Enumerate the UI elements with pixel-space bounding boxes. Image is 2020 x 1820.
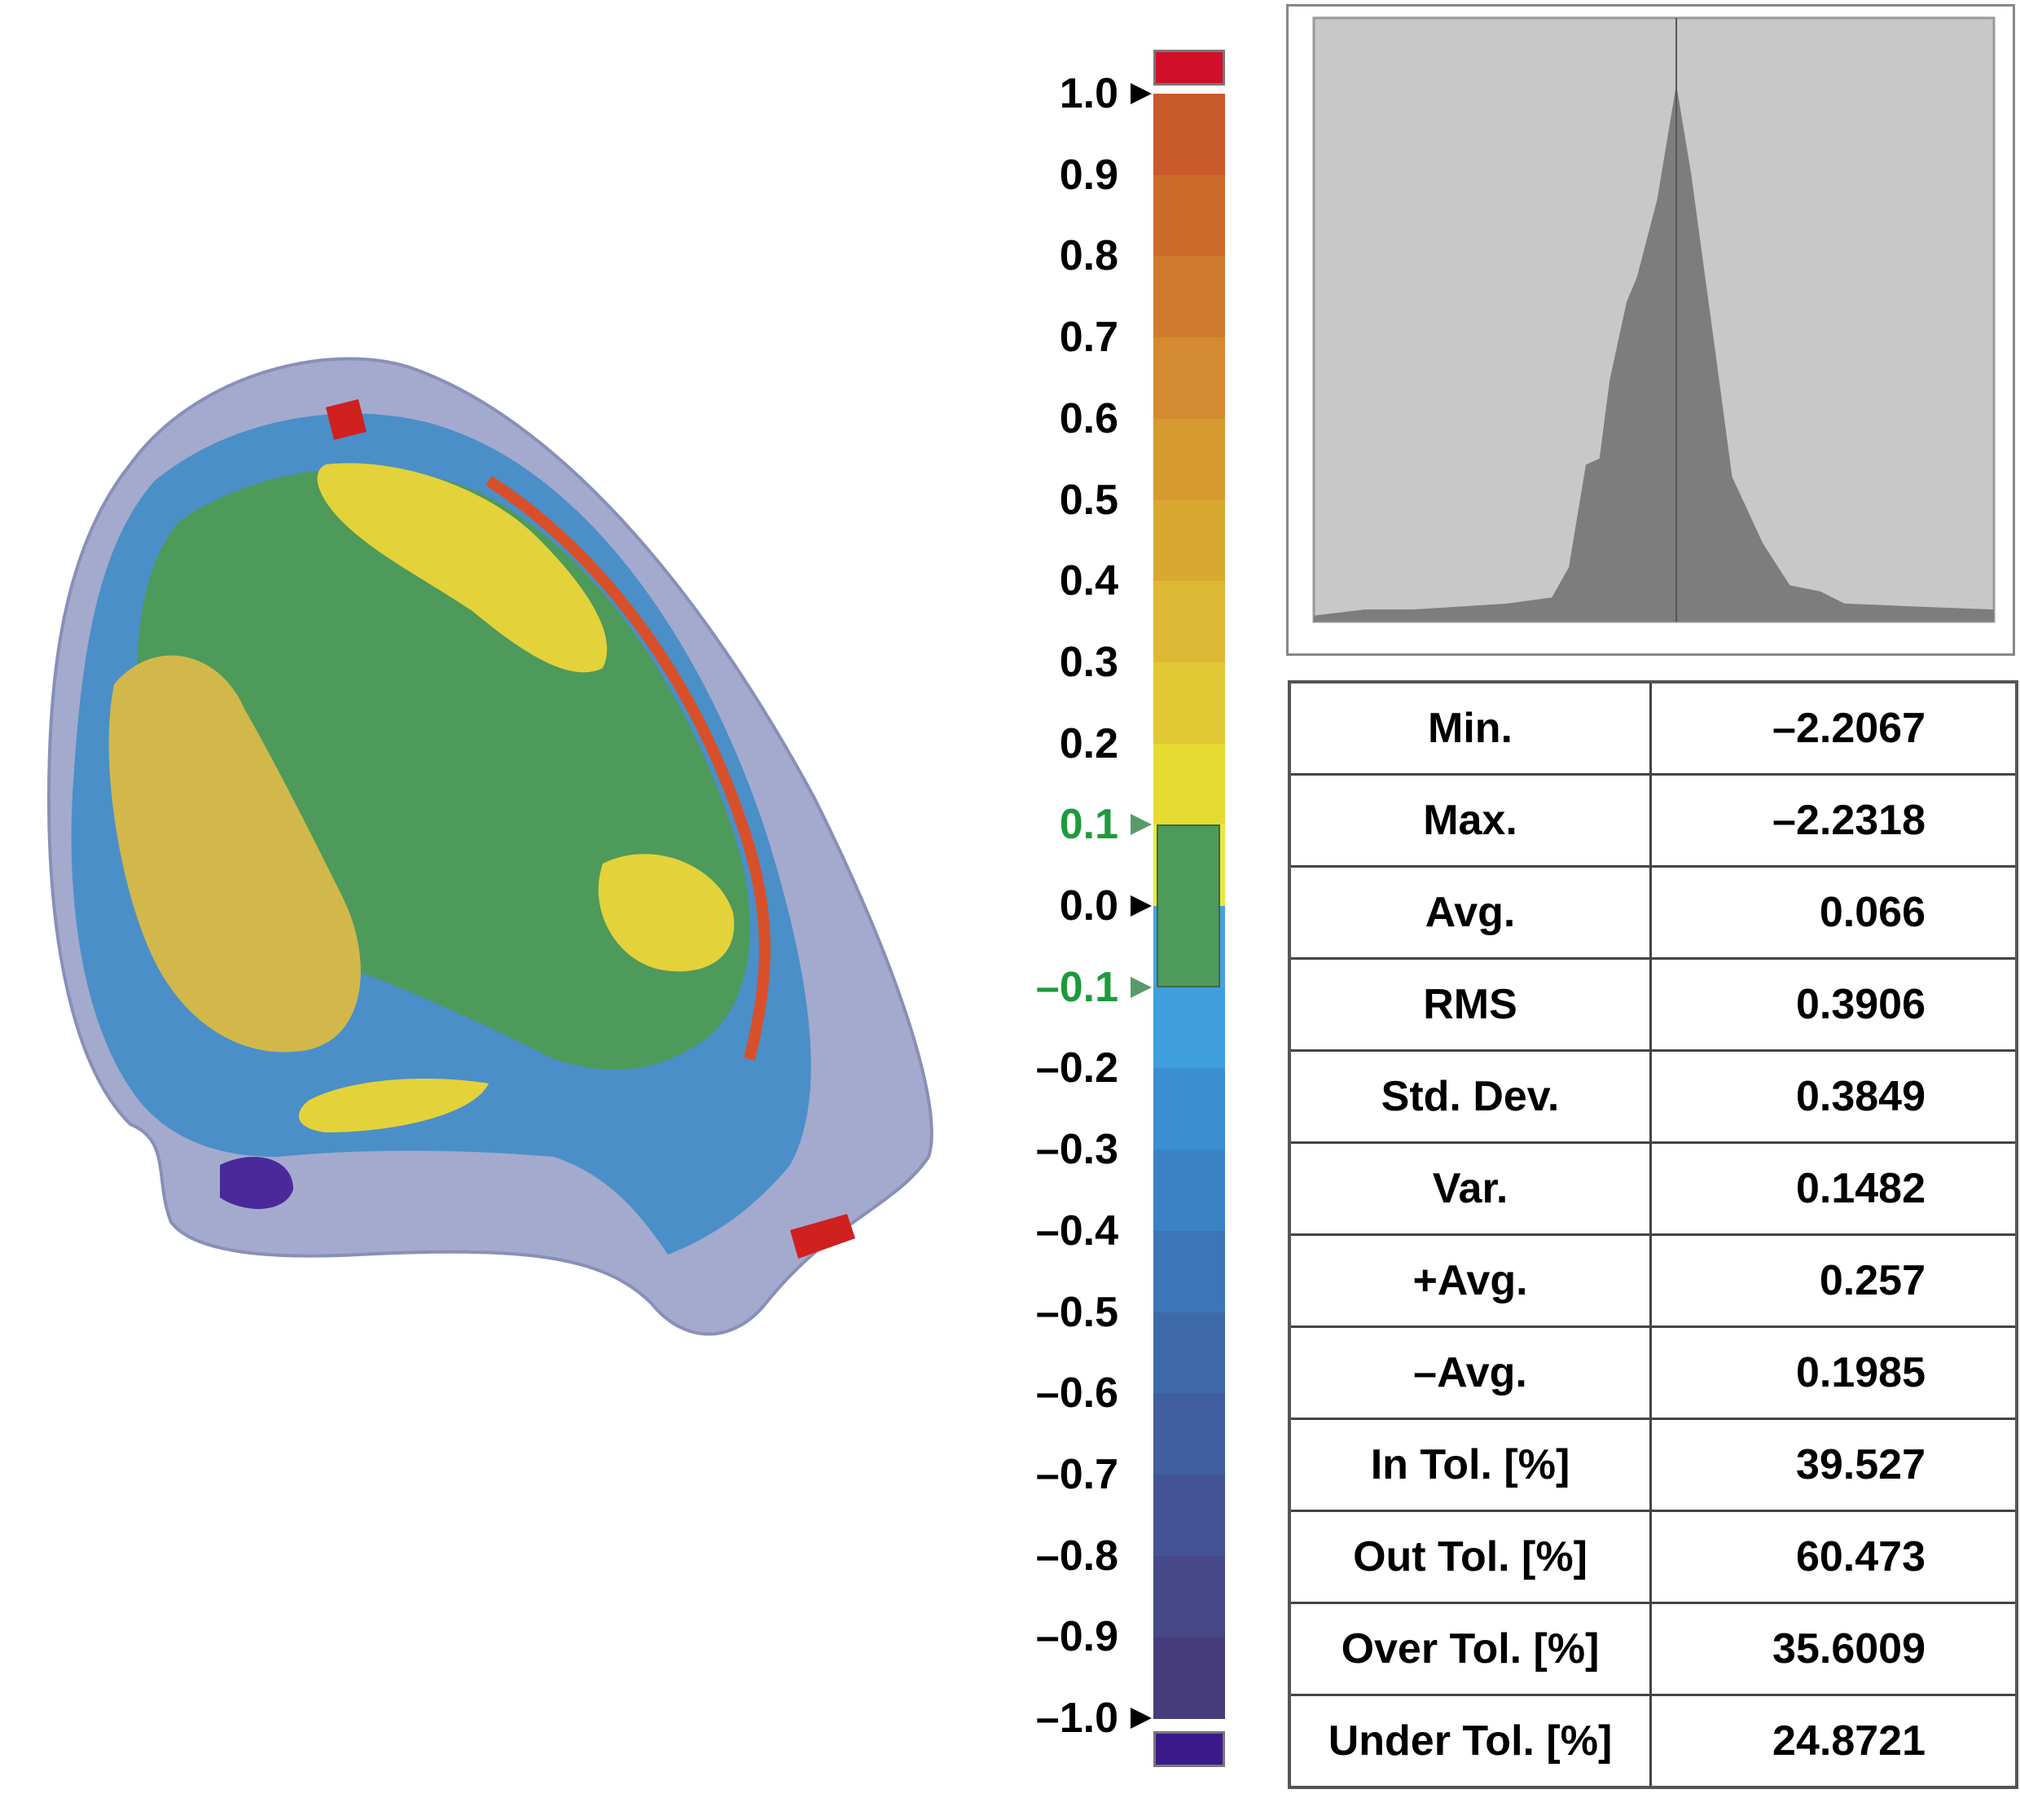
color-scale-segment (1153, 1637, 1225, 1719)
color-scale-tick-label: –0.9 (1035, 1613, 1118, 1661)
color-scale-segment (1153, 418, 1225, 501)
color-scale-tick-label: 0.6 (1059, 394, 1118, 442)
statistics-table: Min. –2.2067 Max. –2.2318 Avg. 0.066 RMS 0.3906… (1288, 680, 2018, 1789)
scale-marker-arrow-icon (1131, 1708, 1152, 1729)
under-range-swatch (1153, 1731, 1225, 1767)
stat-label: RMS (1288, 957, 1652, 1052)
region-purple (220, 1157, 293, 1209)
color-scale-segment (1153, 1393, 1225, 1475)
scale-marker-arrow-icon (1131, 976, 1152, 998)
color-scale-segment (1153, 743, 1225, 826)
color-scale-tick-label: –0.8 (1035, 1532, 1118, 1580)
stat-value: 0.3906 (1649, 957, 2018, 1052)
color-scale-tick-label: –1.0 (1035, 1695, 1118, 1742)
color-scale-segment (1153, 581, 1225, 663)
stats-row: Max. –2.2318 (1288, 773, 2018, 868)
region-red-bottom (790, 1214, 855, 1259)
color-scale-segment (1153, 1230, 1225, 1313)
color-scale-tick-label: –0.4 (1035, 1207, 1118, 1255)
color-scale-segment (1153, 1474, 1225, 1557)
stat-value: 24.8721 (1649, 1694, 2018, 1789)
deviation-histogram (1286, 4, 2015, 656)
over-range-swatch (1153, 50, 1225, 86)
region-yellow-right (598, 854, 735, 972)
stat-value: 0.257 (1649, 1233, 2018, 1328)
color-scale-tick-label: –0.2 (1035, 1044, 1118, 1092)
stats-row: Out Tol. [%] 60.473 (1288, 1510, 2018, 1604)
deviation-color-map-3d (46, 357, 933, 1336)
color-scale-segment (1153, 94, 1225, 176)
region-yellow-upper (317, 463, 608, 673)
region-yellow-left (108, 655, 361, 1053)
stats-row: In Tol. [%] 39.527 (1288, 1418, 2018, 1512)
stats-row: Avg. 0.066 (1288, 865, 2018, 960)
stat-value: 0.1985 (1649, 1325, 2018, 1420)
stat-label: Out Tol. [%] (1288, 1510, 1652, 1604)
stat-label: –Avg. (1288, 1325, 1652, 1420)
stats-row: +Avg. 0.257 (1288, 1233, 2018, 1328)
stats-row: Over Tol. [%] 35.6009 (1288, 1602, 2018, 1696)
stats-row: Std. Dev. 0.3849 (1288, 1049, 2018, 1144)
stat-value: 0.3849 (1649, 1049, 2018, 1144)
stat-value: –2.2318 (1649, 773, 2018, 868)
stat-value: 0.1482 (1649, 1141, 2018, 1236)
histogram-area (1314, 84, 1994, 622)
color-scale-tick-label: 0.2 (1059, 719, 1118, 767)
region-red-top (326, 399, 367, 440)
color-scale-tick-label: 0.5 (1059, 476, 1118, 524)
color-scale-segment (1153, 174, 1225, 257)
color-scale-segment (1153, 1150, 1225, 1232)
color-scale-tick-label: –0.6 (1035, 1369, 1118, 1418)
color-scale-segment (1153, 499, 1225, 582)
color-scale-tick-label: 0.0 (1059, 882, 1118, 930)
color-scale-tick-label: –0.7 (1035, 1450, 1118, 1498)
stats-row: Var. 0.1482 (1288, 1141, 2018, 1236)
color-scale-tick-label: 0.3 (1059, 638, 1118, 686)
color-scale-legend: 1.0 0.9 0.8 0.7 0.6 0.5 0.4 0.3 0.2 0.1 0.0 –0.1 –0.… (1010, 0, 1254, 1820)
stat-label: Std. Dev. (1288, 1049, 1652, 1144)
color-scale-tick-label: 0.4 (1059, 557, 1118, 605)
scale-marker-arrow-icon (1131, 895, 1152, 917)
stat-value: 0.066 (1649, 865, 2018, 960)
stat-label: Var. (1288, 1141, 1652, 1236)
stats-row: RMS 0.3906 (1288, 957, 2018, 1052)
color-scale-segment (1153, 987, 1225, 1070)
stats-row: –Avg. 0.1985 (1288, 1325, 2018, 1420)
color-scale-segment (1153, 1555, 1225, 1638)
color-scale-tick-label: 0.1 (1059, 801, 1118, 849)
color-scale-tick-label: 0.9 (1059, 151, 1118, 199)
color-scale-segment (1153, 662, 1225, 745)
color-scale-tick-label: 0.8 (1059, 232, 1118, 280)
color-scale-segment (1153, 256, 1225, 339)
color-scale-tick-label: –0.5 (1035, 1288, 1118, 1336)
histogram-plot (1312, 16, 1996, 623)
stat-label: +Avg. (1288, 1233, 1652, 1328)
scale-marker-arrow-icon (1131, 83, 1152, 104)
stat-value: 39.527 (1649, 1418, 2018, 1512)
stat-label: In Tol. [%] (1288, 1418, 1652, 1512)
scale-marker-arrow-icon (1131, 814, 1152, 836)
color-scale-tick-label: 1.0 (1059, 70, 1118, 117)
stat-label: Under Tol. [%] (1288, 1694, 1652, 1789)
stats-row: Under Tol. [%] 24.8721 (1288, 1694, 2018, 1789)
tolerance-band (1157, 824, 1220, 987)
color-scale-tick-label: –0.1 (1035, 963, 1118, 1011)
stat-value: –2.2067 (1649, 680, 2018, 776)
stat-value: 60.473 (1649, 1510, 2018, 1604)
color-scale-segment (1153, 337, 1225, 420)
stat-label: Avg. (1288, 865, 1652, 960)
stat-value: 35.6009 (1649, 1602, 2018, 1696)
color-scale-tick-label: –0.3 (1035, 1126, 1118, 1174)
stat-label: Max. (1288, 773, 1652, 868)
region-red-rim (485, 476, 771, 1061)
stat-label: Min. (1288, 680, 1652, 776)
color-scale-segment (1153, 1068, 1225, 1151)
color-scale-segment (1153, 1312, 1225, 1395)
stat-label: Over Tol. [%] (1288, 1602, 1652, 1696)
stats-row: Min. –2.2067 (1288, 680, 2018, 776)
color-scale-tick-label: 0.7 (1059, 314, 1118, 362)
region-yellow-lower (298, 1079, 489, 1132)
